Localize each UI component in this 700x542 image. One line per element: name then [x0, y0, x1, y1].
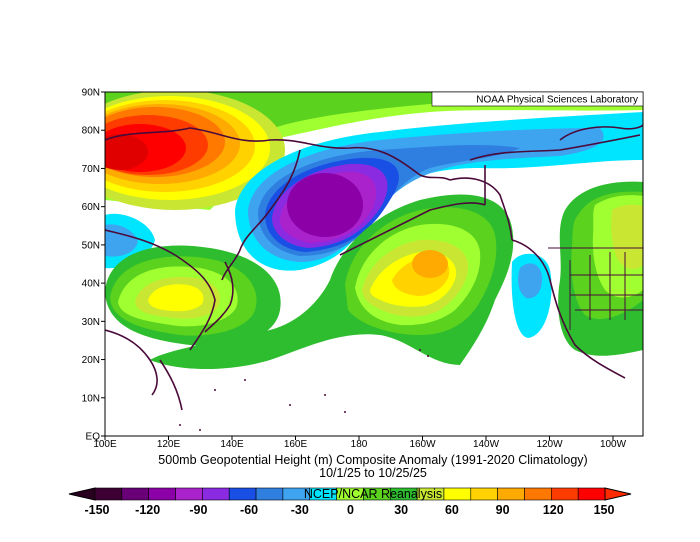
colorbar-tick-label: -90	[189, 503, 207, 517]
lat-label: 40N	[82, 279, 100, 290]
map-title: 500mb Geopotential Height (m) Composite …	[158, 453, 587, 467]
lat-label: 10N	[82, 393, 100, 404]
colorbar-tick-label: -30	[291, 503, 309, 517]
colorbar-tick-label: -120	[135, 503, 160, 517]
political-borders	[548, 247, 643, 330]
colorbar-swatch	[175, 487, 203, 501]
colorbar-max-arrow	[604, 487, 632, 501]
colorbar-swatch	[121, 487, 149, 501]
colorbar-swatch	[94, 487, 123, 501]
colorbar-swatch	[524, 487, 552, 501]
colorbar-tick-label: -150	[84, 503, 109, 517]
colorbar-swatch	[551, 487, 579, 501]
colorbar-swatch	[202, 487, 230, 501]
colorbar-swatch	[148, 487, 176, 501]
colorbar-swatch	[577, 487, 606, 501]
colorbar-ticks: -150 -120 -90 -60 -30 0 30 60 90 120 150	[84, 503, 614, 517]
colorbar-tick-label: 60	[445, 503, 459, 517]
colorbar-swatch	[228, 487, 257, 501]
lon-label: 140W	[473, 439, 500, 450]
lat-label: 60N	[82, 202, 100, 213]
lon-label: 160W	[409, 439, 436, 450]
lon-label: 180	[351, 439, 368, 450]
credit-box	[431, 91, 644, 107]
lat-label: 50N	[82, 240, 100, 251]
lon-label: 160E	[284, 439, 308, 450]
lat-label: 90N	[82, 88, 100, 99]
lon-label: 100W	[600, 439, 627, 450]
colorbar-tick-label: 0	[347, 503, 354, 517]
lat-label: 80N	[82, 126, 100, 137]
lon-label: 140E	[220, 439, 244, 450]
colorbar-swatch	[497, 487, 525, 501]
credit-label: NOAA Physical Sciences Laboratory	[476, 95, 638, 106]
map-date-range: 10/1/25 to 10/25/25	[319, 466, 427, 480]
pacific-islands	[179, 349, 429, 431]
colorbar-swatch	[255, 487, 284, 501]
latitude-axis: 90N 80N 70N 60N 50N 40N 30N 20N 10N EQ	[82, 88, 105, 443]
colorbar-tick-label: -60	[240, 503, 258, 517]
colorbar-tick-label: 150	[594, 503, 615, 517]
colorbar-swatch	[470, 487, 498, 501]
colorbar-swatch	[443, 487, 472, 501]
lat-label: 20N	[82, 355, 100, 366]
lon-label: 120W	[536, 439, 563, 450]
colorbar-min-arrow	[68, 487, 96, 501]
colorbar-tick-label: 120	[543, 503, 564, 517]
colorbar-tick-label: 90	[496, 503, 510, 517]
source-label: NCEP/NCAR Reanalysis	[304, 487, 442, 501]
map-frame	[104, 91, 644, 437]
lon-label: 120E	[157, 439, 181, 450]
lon-label: 100E	[93, 439, 117, 450]
lat-label: 30N	[82, 317, 100, 328]
colorbar	[68, 487, 632, 501]
colorbar-tick-label: 30	[394, 503, 408, 517]
lat-label: 70N	[82, 164, 100, 175]
longitude-axis: 100E 120E 140E 160E 180 160W 140W 120W 100W	[93, 436, 627, 450]
lat-label: EQ	[86, 432, 101, 443]
coastlines	[105, 124, 643, 411]
